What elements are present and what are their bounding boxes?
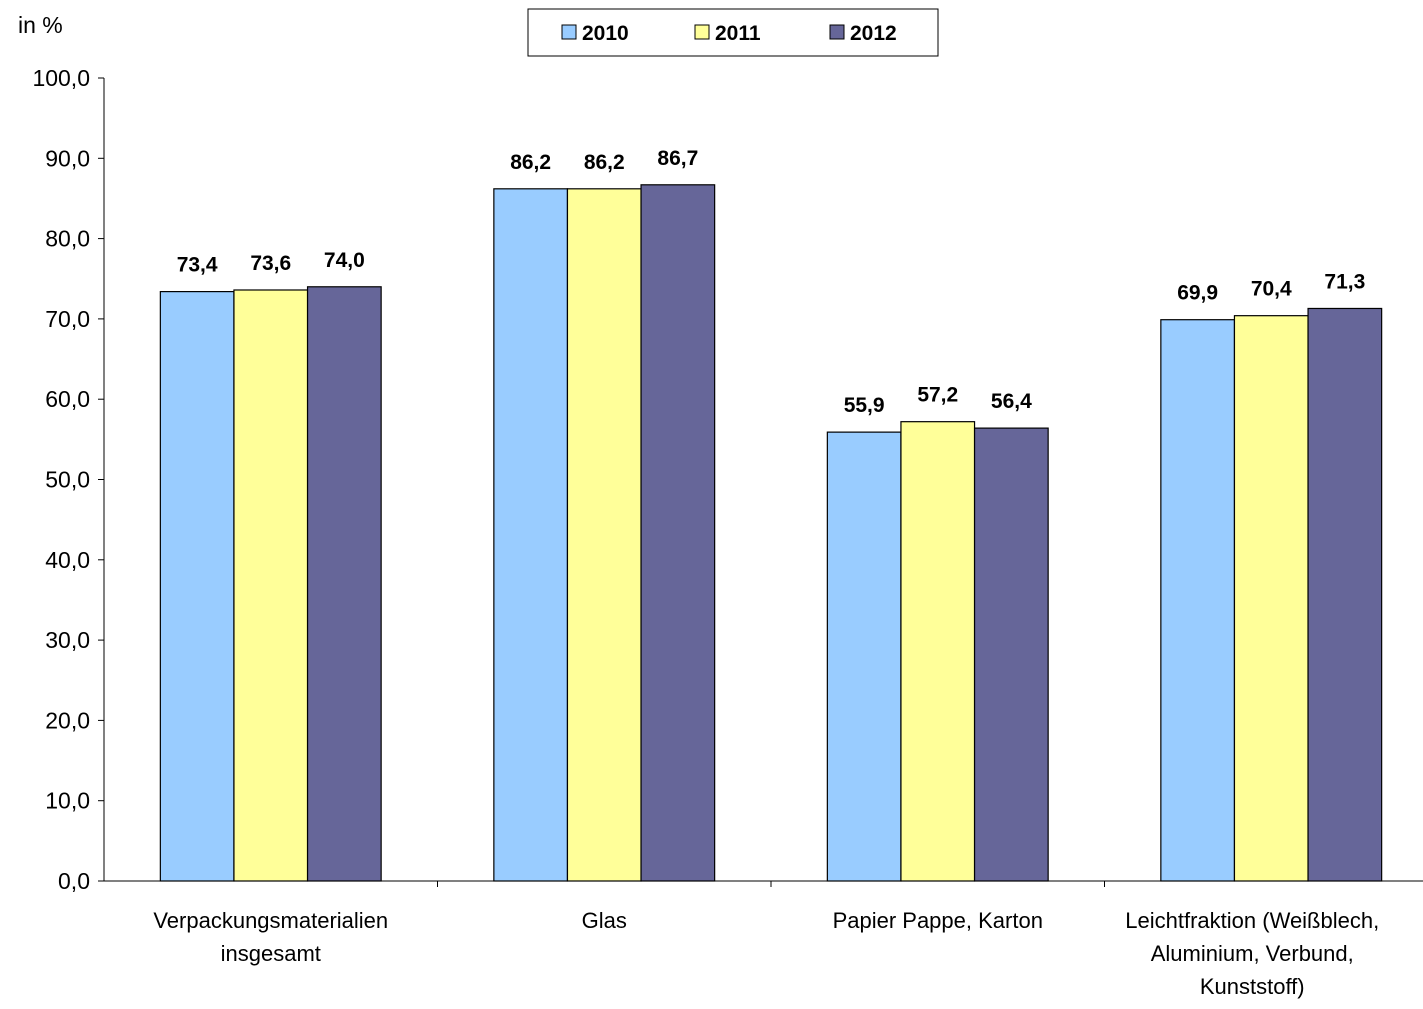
data-label-2010: 73,4	[177, 254, 218, 277]
category-label: Leichtfraktion (Weißblech, Aluminium, Ver…	[1125, 908, 1379, 999]
y-tick-label: 40,0	[45, 547, 90, 573]
y-tick-label: 60,0	[45, 386, 90, 412]
bar-2010	[1160, 319, 1236, 882]
data-label-2011: 86,2	[584, 151, 625, 174]
legend-label-2012: 2012	[850, 22, 897, 45]
data-label-2010: 69,9	[1177, 282, 1218, 305]
y-tick-label: 30,0	[45, 627, 90, 653]
bar-2012	[640, 184, 716, 882]
category-label: Papier Pappe, Karton	[833, 908, 1043, 933]
legend-swatch-2012	[829, 24, 845, 40]
y-tick-label: 80,0	[45, 226, 90, 252]
y-tick-label: 0,0	[58, 868, 90, 894]
category-label: Glas	[582, 908, 627, 933]
data-label-2012: 74,0	[324, 249, 365, 272]
data-label-2012: 56,4	[991, 390, 1032, 413]
category-label: Verpackungsmaterialien insgesamt	[153, 908, 388, 966]
y-tick-label: 90,0	[45, 145, 90, 171]
legend-swatch-2010	[561, 24, 577, 40]
bar-2011	[900, 421, 976, 882]
bar-2011	[566, 188, 642, 882]
y-tick-label: 10,0	[45, 788, 90, 814]
data-label-2010: 86,2	[510, 151, 551, 174]
x-axis	[104, 880, 1423, 887]
y-tick-label: 20,0	[45, 707, 90, 733]
category-labels: Verpackungsmaterialien insgesamt Glas Papie…	[153, 908, 1379, 999]
bar-2010	[493, 188, 569, 882]
bars	[159, 184, 1383, 882]
bar-2012	[1307, 307, 1383, 882]
bar-2012	[306, 286, 382, 882]
bar-2011	[1233, 315, 1309, 882]
legend-swatch-2011	[694, 24, 710, 40]
legend: 2010 2011 2012	[527, 8, 939, 57]
y-tick-label: 50,0	[45, 467, 90, 493]
legend-label-2011: 2011	[715, 22, 761, 45]
bar-2010	[826, 431, 902, 882]
bar-2011	[233, 289, 309, 882]
y-unit-label: in %	[18, 12, 63, 38]
data-label-2012: 86,7	[657, 147, 698, 170]
data-labels: 73,4 73,6 74,0 86,2 86,2 86,7 55,9 57,2 56,4 69,9…	[177, 147, 1366, 417]
bar-2010	[159, 290, 235, 882]
data-label-2011: 70,4	[1251, 278, 1292, 301]
data-label-2011: 73,6	[250, 252, 291, 275]
bar-2012	[973, 427, 1049, 882]
data-label-2010: 55,9	[844, 394, 885, 417]
y-axis: 0,0 10,0 20,0 30,0 40,0 50,0 60,0 70,0 80,0 90,0 1…	[32, 65, 105, 894]
legend-label-2010: 2010	[582, 22, 629, 45]
legend-box	[527, 8, 939, 57]
y-tick-label: 70,0	[45, 306, 90, 332]
y-tick-label: 100,0	[32, 65, 90, 91]
data-label-2011: 57,2	[917, 384, 958, 407]
data-label-2012: 71,3	[1324, 270, 1365, 293]
